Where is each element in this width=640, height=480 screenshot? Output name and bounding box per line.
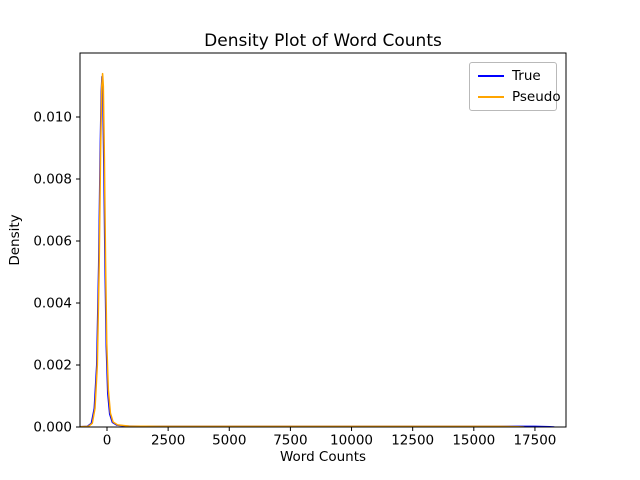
x-tick-label: 12500: [391, 433, 434, 449]
x-axis-label: Word Counts: [279, 449, 367, 465]
x-tick-label: 0: [103, 433, 112, 449]
density-curve-pseudo: [80, 72, 525, 427]
legend-line-pseudo: [478, 96, 504, 98]
y-tick-label: 0.008: [33, 172, 72, 188]
legend-item-pseudo: Pseudo: [478, 90, 561, 104]
density-curve-true: [80, 75, 555, 427]
axes-spines: [79, 52, 567, 428]
legend-label-pseudo: Pseudo: [512, 89, 561, 105]
x-tick-label: 15000: [452, 433, 495, 449]
y-tick-label: 0.000: [33, 420, 72, 436]
legend: True Pseudo: [469, 62, 561, 111]
y-tick-label: 0.002: [33, 358, 72, 374]
legend-item-true: True: [478, 69, 548, 83]
y-tick-label: 0.004: [33, 296, 72, 312]
x-tick-label: 7500: [273, 433, 307, 449]
x-tick-label: 10000: [330, 433, 373, 449]
y-axis-label: Density: [7, 214, 23, 266]
x-tick-label: 17500: [513, 433, 556, 449]
legend-label-true: True: [512, 68, 541, 84]
legend-line-true: [478, 75, 504, 77]
y-tick-label: 0.010: [33, 110, 72, 126]
x-tick-label: 2500: [151, 433, 185, 449]
chart-title: Density Plot of Word Counts: [204, 31, 442, 51]
y-tick-label: 0.006: [33, 234, 72, 250]
x-tick-label: 5000: [212, 433, 246, 449]
